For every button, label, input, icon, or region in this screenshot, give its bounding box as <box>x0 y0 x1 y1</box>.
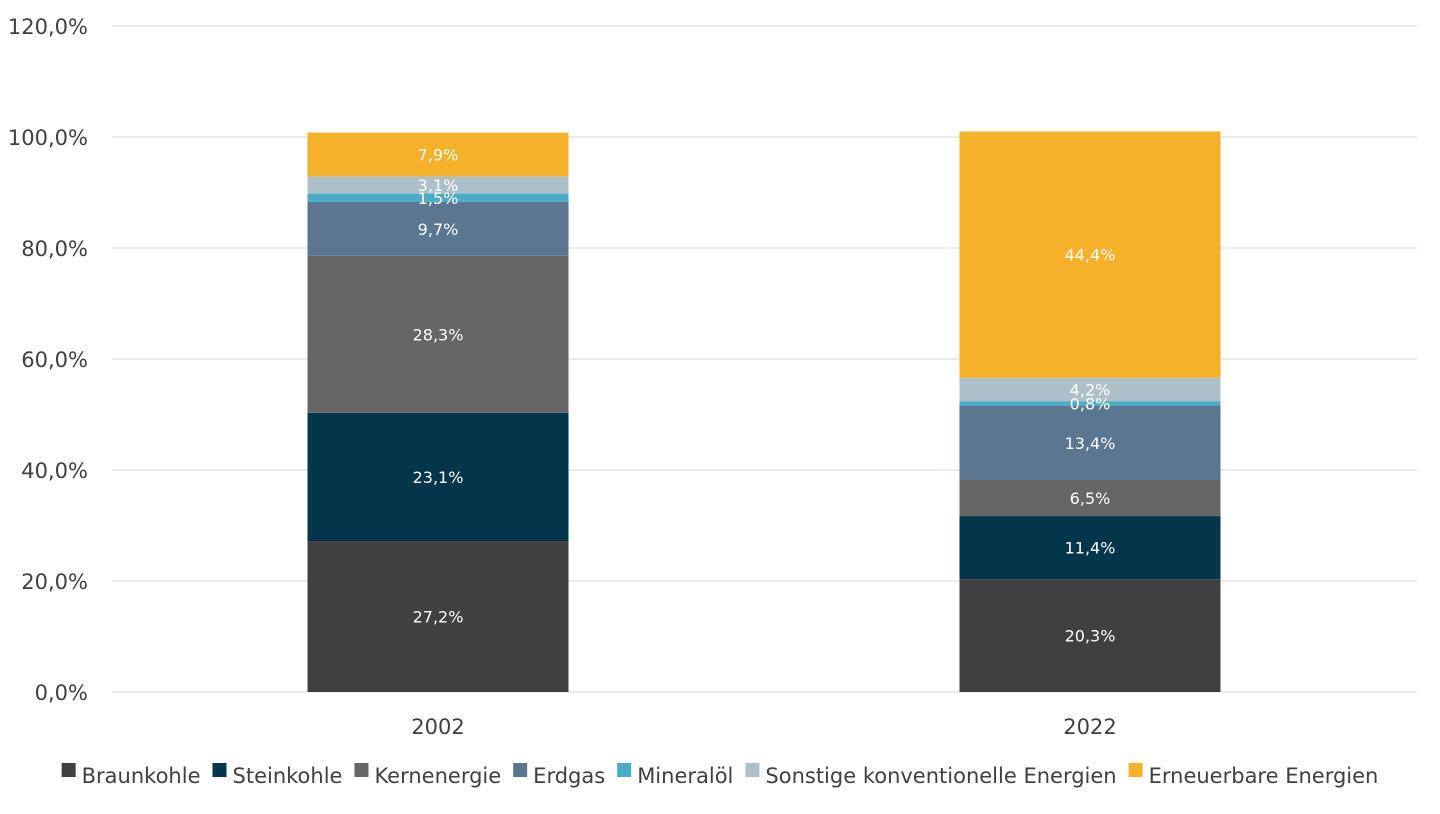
bar-segment <box>959 479 1221 517</box>
data-label: 13,4% <box>1065 434 1116 453</box>
y-tick-label: 20,0% <box>21 570 88 594</box>
bar-segment <box>959 131 1221 378</box>
legend-label: Braunkohle <box>82 764 201 788</box>
data-label: 28,3% <box>413 325 464 344</box>
legend-swatch <box>212 763 227 777</box>
legend-swatch <box>617 763 632 777</box>
legend-label: Erdgas <box>533 764 605 788</box>
data-label: 0,8% <box>1070 394 1111 413</box>
bar-segment <box>307 412 569 542</box>
y-axis-tick-labels: 0,0% 20,0% 40,0% 60,0% 80,0% 100,0% 120,0% <box>8 15 88 705</box>
data-label: 20,3% <box>1065 627 1116 646</box>
data-label: 11,4% <box>1065 539 1116 558</box>
bar-segment <box>959 401 1221 406</box>
data-label: 1,5% <box>418 189 459 208</box>
data-label: 23,1% <box>413 468 464 487</box>
bar-segment <box>307 541 569 692</box>
x-category-label: 2022 <box>1063 715 1116 739</box>
y-tick-label: 100,0% <box>8 126 88 150</box>
y-tick-label: 0,0% <box>35 681 88 705</box>
legend-label: Erneuerbare Energien <box>1149 764 1379 788</box>
legend-item: Erdgas <box>513 763 605 788</box>
y-tick-label: 120,0% <box>8 15 88 39</box>
data-label: 7,9% <box>418 145 459 164</box>
legend-swatch <box>61 763 76 777</box>
bar-segment <box>307 193 569 202</box>
legend-swatch <box>513 763 528 777</box>
y-tick-label: 60,0% <box>21 348 88 372</box>
legend-swatch <box>354 763 369 777</box>
y-tick-label: 80,0% <box>21 237 88 261</box>
bars <box>307 131 1221 692</box>
y-tick-label: 40,0% <box>21 459 88 483</box>
bar-segment <box>959 377 1221 402</box>
legend-item: Erneuerbare Energien <box>1128 763 1379 788</box>
legend-label: Sonstige konventionelle Energien <box>765 764 1116 788</box>
x-category-label: 2002 <box>411 715 464 739</box>
legend-item: Braunkohle <box>61 763 201 788</box>
legend-swatch <box>745 763 760 777</box>
data-labels: 27,2% 23,1% 28,3% 9,7% 1,5%3,1% 7,9% 20,3% 11,4… <box>413 145 1116 645</box>
legend: Braunkohle Steinkohle Kernenergie Erdgas Min… <box>61 763 1379 788</box>
legend-item: Mineralöl <box>617 763 733 788</box>
legend-item: Sonstige konventionelle Energien <box>745 763 1117 788</box>
data-label: 27,2% <box>413 608 464 627</box>
data-label: 6,5% <box>1070 489 1111 508</box>
data-label: 9,7% <box>418 220 459 239</box>
bar-segment <box>959 516 1221 580</box>
legend-item: Kernenergie <box>354 763 501 788</box>
legend-label: Steinkohle <box>233 764 343 788</box>
bar-segment <box>307 176 569 194</box>
legend-item: Steinkohle <box>212 763 343 788</box>
legend-label: Kernenergie <box>374 764 501 788</box>
legend-label: Mineralöl <box>637 764 733 788</box>
bar-segment <box>307 201 569 256</box>
legend-swatch <box>1128 763 1143 777</box>
bar-segment <box>307 255 569 413</box>
data-label: 44,4% <box>1065 246 1116 265</box>
bar-segment <box>959 405 1221 480</box>
bar-segment <box>307 132 569 177</box>
data-label: 4,2% <box>1070 381 1111 400</box>
bar-segment <box>959 579 1221 692</box>
data-label: 3,1% <box>418 176 459 195</box>
x-axis-category-labels: 2002 2022 <box>411 715 1116 739</box>
